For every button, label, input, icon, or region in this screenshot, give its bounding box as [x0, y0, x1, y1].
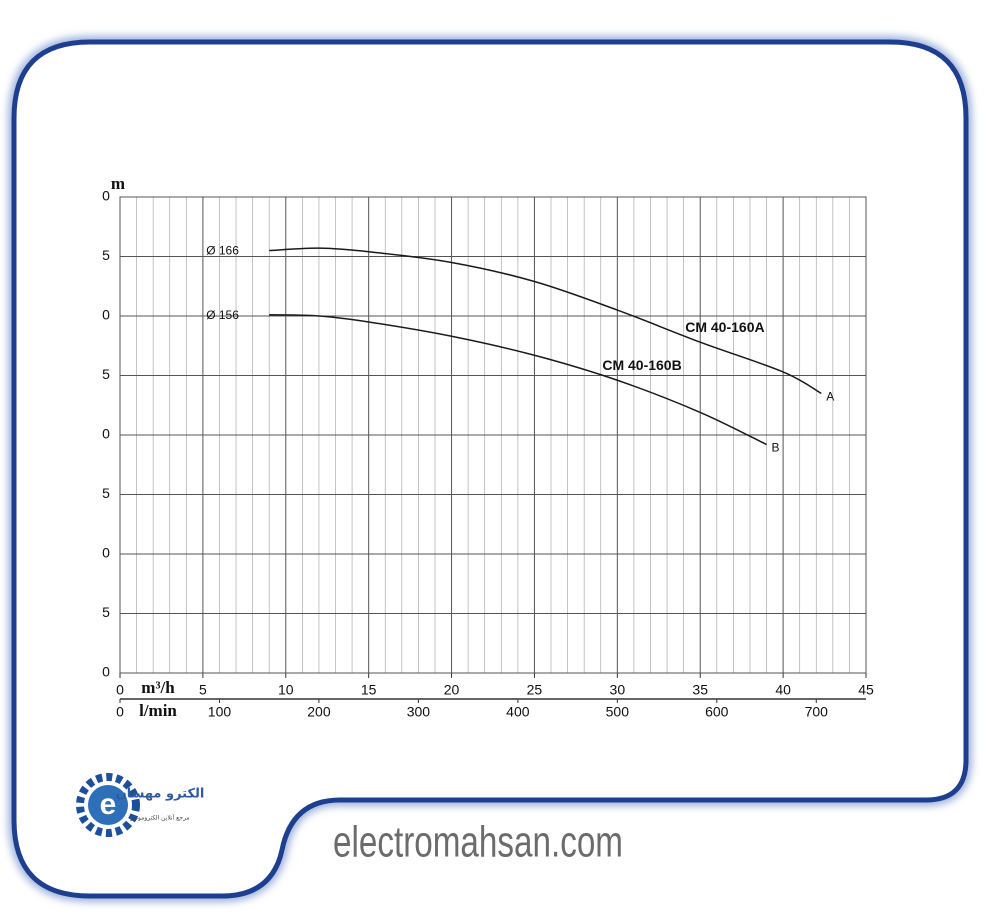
y-tick-label: 0: [102, 426, 110, 442]
end-label: A: [826, 390, 834, 404]
series-label: CM 40-160A: [685, 319, 764, 335]
x2-tick-label: 600: [705, 704, 729, 720]
x-tick-label: 10: [278, 682, 294, 698]
y-tick-label: 0: [102, 545, 110, 561]
x2-tick-label: 500: [606, 704, 630, 720]
x-tick-label: 0: [116, 682, 124, 698]
logo-subtitle: مرجع آنلاین الکتروموتور: [129, 813, 189, 822]
y-tick-label: 5: [102, 247, 110, 263]
y-axis-label: m: [111, 174, 125, 193]
logo: e الکترو مهسان مرجع آنلاین الکتروموتور: [76, 773, 205, 837]
y-tick-label: 0: [102, 664, 110, 680]
x2-tick-label: 100: [208, 704, 232, 720]
end-label: B: [772, 441, 780, 455]
series-label: CM 40-160B: [602, 357, 681, 373]
watermark: electromahsan.com: [333, 818, 623, 867]
curve: [269, 314, 767, 446]
diameter-label: Ø 156: [206, 308, 239, 322]
x-tick-label: 15: [361, 682, 377, 698]
y-tick-label: 5: [102, 604, 110, 620]
curve: [269, 247, 822, 395]
x-tick-label: 35: [692, 682, 708, 698]
y-tick-label: 5: [102, 485, 110, 501]
x2-axis-label: l/min: [139, 701, 177, 720]
x2-tick-label: 200: [307, 704, 331, 720]
x2-tick-label: 400: [506, 704, 530, 720]
y-tick-label: 0: [102, 188, 110, 204]
logo-title: الکترو مهسان: [116, 787, 205, 802]
x-axis-label: m³/h: [141, 678, 175, 697]
y-tick-label: 0: [102, 307, 110, 323]
x-tick-label: 20: [444, 682, 460, 698]
logo-gear: [76, 773, 140, 837]
x2-tick-label: 700: [805, 704, 829, 720]
x2-tick-label: 300: [407, 704, 431, 720]
y-tick-label: 5: [102, 366, 110, 382]
x-tick-label: 30: [610, 682, 626, 698]
diameter-label: Ø 166: [206, 244, 239, 258]
logo-glyph: e: [100, 788, 117, 821]
x-tick-label: 45: [858, 682, 874, 698]
logo-disc: [88, 785, 128, 825]
x2-tick-label: 0: [116, 704, 124, 720]
x-tick-label: 40: [775, 682, 791, 698]
x-tick-label: 5: [199, 682, 207, 698]
x-tick-label: 25: [527, 682, 543, 698]
